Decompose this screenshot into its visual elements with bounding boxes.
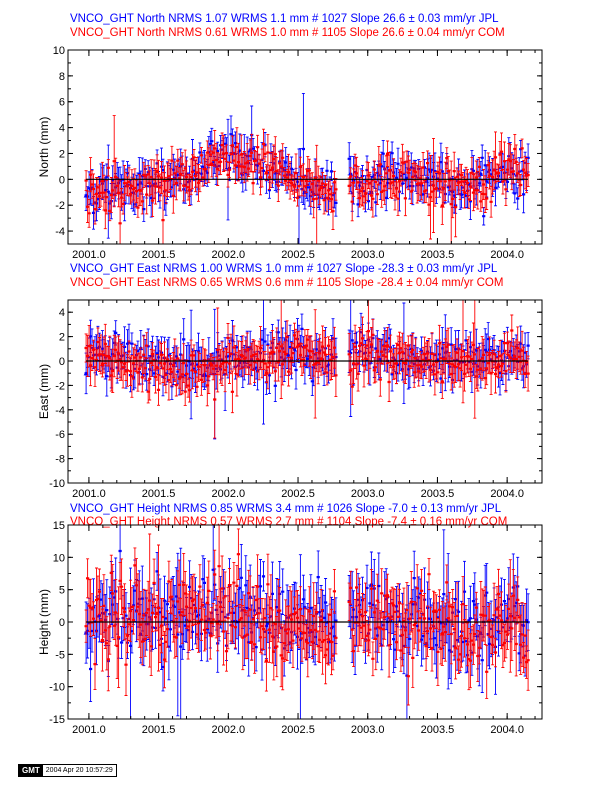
y-tick-label: -4: [55, 226, 65, 238]
data-area: [83, 300, 530, 440]
x-tick-label: 2003.5: [421, 249, 455, 261]
gmt-logo: GMT: [19, 765, 43, 776]
series-com: [84, 525, 530, 706]
x-tick-label: 2002.0: [211, 488, 245, 500]
title-jpl: VNCO_GHT North NRMS 1.07 WRMS 1.1 mm # 1…: [70, 13, 499, 25]
data-area: [83, 525, 530, 719]
marker: [154, 610, 160, 616]
marker: [494, 170, 500, 175]
x-tick-label: 2001.0: [72, 249, 106, 261]
y-tick-label: 8: [59, 71, 65, 83]
marker: [439, 378, 445, 384]
marker: [209, 161, 215, 166]
marker: [494, 364, 500, 370]
points-com: [84, 329, 530, 401]
x-tick-label: 2001.5: [142, 249, 176, 261]
panel-east: VNCO_GHT East NRMS 1.00 WRMS 1.0 mm # 10…: [37, 263, 543, 500]
data-area: [83, 92, 530, 244]
timestamp-text: 2004 Apr 20 10:57:29: [45, 767, 113, 774]
marker: [318, 356, 324, 361]
y-axis-label: Height (mm): [37, 589, 51, 655]
x-tick-label: 2003.5: [421, 488, 455, 500]
marker: [263, 370, 269, 375]
x-tick-label: 2003.0: [351, 488, 385, 500]
x-tick-label: 2001.0: [72, 488, 106, 500]
plot-frame: [67, 299, 543, 484]
y-tick-label: -15: [49, 714, 65, 726]
x-axis: 2001.0 2001.5 2002.0 2002.5 2003.0 2003.5 2004…: [72, 525, 536, 736]
marker: [99, 637, 105, 643]
y-tick-label: -5: [55, 649, 65, 661]
x-tick-label: 2003.5: [421, 724, 455, 736]
panel-north: VNCO_GHT North NRMS 1.07 WRMS 1.1 mm # 1…: [37, 13, 543, 261]
title-jpl: VNCO_GHT Height NRMS 0.85 WRMS 3.4 mm # …: [70, 503, 502, 515]
y-tick-label: 5: [59, 585, 65, 597]
x-tick-label: 2002.5: [281, 724, 315, 736]
marker: [318, 617, 324, 623]
y-tick-label: 6: [59, 97, 65, 109]
x-axis: 2001.0 2001.5 2002.0 2002.5 2003.0 2003.5 2004…: [72, 50, 536, 261]
y-tick-label: 4: [59, 123, 65, 135]
x-tick-label: 2001.0: [72, 724, 106, 736]
y-tick-label: 4: [59, 307, 65, 319]
y-tick-label: 0: [59, 356, 65, 368]
x-tick-label: 2001.5: [142, 724, 176, 736]
title-com: VNCO_GHT East NRMS 0.65 WRMS 0.6 mm # 11…: [70, 277, 503, 289]
x-tick-label: 2004.0: [490, 488, 524, 500]
plot-frame: [67, 49, 543, 245]
marker: [439, 630, 445, 636]
title-com: VNCO_GHT Height NRMS 0.57 WRMS 2.7 mm # …: [70, 516, 507, 528]
marker: [99, 361, 105, 366]
marker: [263, 658, 269, 663]
x-tick-label: 2003.0: [351, 724, 385, 736]
y-tick-label: -4: [55, 405, 65, 417]
points-com: [84, 553, 530, 678]
marker: [263, 169, 269, 175]
y-tick-label: 15: [53, 520, 65, 532]
y-axis: -10 -8 -6 -4 -2 0 2 4: [49, 299, 542, 490]
y-tick-label: -10: [49, 682, 65, 694]
y-tick-label: 2: [59, 332, 65, 344]
y-tick-label: -2: [55, 200, 65, 212]
marker: [439, 203, 445, 208]
title-com: VNCO_GHT North NRMS 0.61 WRMS 1.0 mm # 1…: [70, 27, 505, 39]
marker: [318, 184, 324, 189]
marker: [385, 343, 391, 348]
y-axis: -4 -2 0 2 4 6 8 10: [53, 45, 542, 245]
x-tick-label: 2003.0: [351, 249, 385, 261]
y-tick-label: 0: [59, 174, 65, 186]
marker: [494, 606, 500, 611]
panel-height: VNCO_GHT Height NRMS 0.85 WRMS 3.4 mm # …: [37, 503, 543, 736]
x-tick-label: 2004.0: [490, 724, 524, 736]
y-tick-label: -6: [55, 429, 65, 441]
y-tick-label: -10: [49, 478, 65, 490]
y-tick-label: -8: [55, 454, 65, 466]
x-tick-label: 2001.5: [142, 488, 176, 500]
x-tick-label: 2002.5: [281, 249, 315, 261]
y-axis: -15 -10 -5 0 5 10 15: [49, 520, 542, 726]
marker: [154, 364, 160, 370]
marker: [154, 168, 160, 174]
y-tick-label: -2: [55, 380, 65, 392]
y-axis-label: North (mm): [37, 117, 51, 178]
x-tick-label: 2002.0: [211, 724, 245, 736]
gmt-timestamp: GMT 2004 Apr 20 10:57:29: [18, 764, 117, 777]
points-com: [84, 142, 530, 225]
x-tick-label: 2004.0: [490, 249, 524, 261]
y-tick-label: 0: [59, 617, 65, 629]
x-tick-label: 2002.5: [281, 488, 315, 500]
marker: [385, 592, 391, 598]
series-com: [84, 115, 530, 244]
y-axis-label: East (mm): [37, 364, 51, 419]
marker: [209, 362, 215, 367]
x-axis: 2001.0 2001.5 2002.0 2002.5 2003.0 2003.5 2004…: [72, 300, 536, 500]
y-tick-label: 10: [53, 45, 65, 57]
title-jpl: VNCO_GHT East NRMS 1.00 WRMS 1.0 mm # 10…: [70, 263, 498, 275]
x-tick-label: 2002.0: [211, 249, 245, 261]
marker: [385, 151, 391, 156]
series-com: [84, 300, 530, 439]
y-tick-label: 2: [59, 148, 65, 160]
y-tick-label: 10: [53, 552, 65, 564]
